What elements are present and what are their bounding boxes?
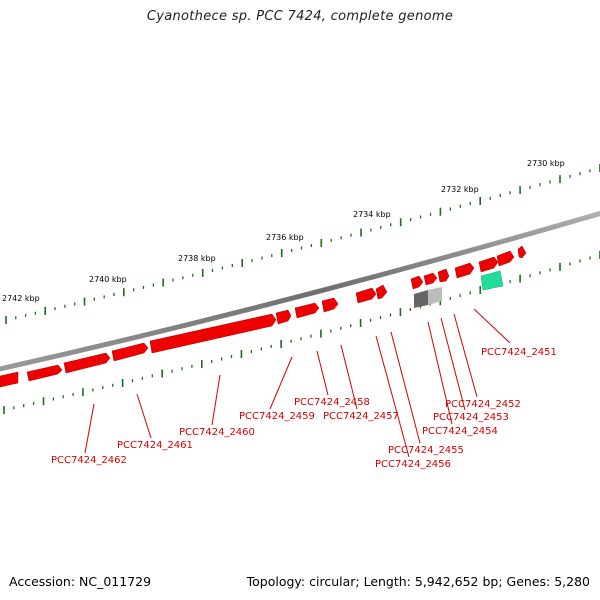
- genome-title: Cyanothece sp. PCC 7424, complete genome: [146, 9, 454, 24]
- gene-feature[interactable]: [275, 309, 292, 325]
- gene-label-2456[interactable]: PCC7424_2456: [375, 459, 451, 470]
- gene-feature[interactable]: [26, 364, 63, 382]
- gene-label-2457[interactable]: PCC7424_2457: [323, 411, 399, 422]
- gene-label-2455[interactable]: PCC7424_2455: [388, 445, 464, 456]
- scale-label-2738: 2738 kbp: [178, 254, 216, 263]
- gene-feature[interactable]: [63, 352, 111, 374]
- scale-labels: 2742 kbp 2740 kbp 2738 kbp 2736 kbp 2734…: [2, 159, 565, 303]
- gene-label-2459[interactable]: PCC7424_2459: [239, 411, 315, 422]
- gene-label-2454[interactable]: PCC7424_2454: [422, 426, 498, 437]
- gene-label-2458[interactable]: PCC7424_2458: [294, 397, 370, 408]
- gene-feature[interactable]: [111, 342, 149, 362]
- gene-feature[interactable]: [478, 256, 499, 273]
- scale-label-2732: 2732 kbp: [441, 185, 479, 194]
- gene-feature[interactable]: [410, 275, 424, 290]
- gene-label-2452[interactable]: PCC7424_2452: [445, 399, 521, 410]
- gene-features: [0, 245, 527, 388]
- gene-feature[interactable]: [375, 284, 388, 300]
- gene-feature[interactable]: [0, 371, 19, 388]
- gene-feature[interactable]: [321, 297, 339, 313]
- gene-feature-grey[interactable]: [414, 290, 428, 308]
- gene-labels: PCC7424_2451 PCC7424_2452 PCC7424_2453 P…: [51, 347, 557, 470]
- gene-feature[interactable]: [294, 302, 320, 319]
- gene-label-2460[interactable]: PCC7424_2460: [179, 427, 255, 438]
- gene-feature[interactable]: [517, 245, 527, 259]
- gene-label-2461[interactable]: PCC7424_2461: [117, 440, 193, 451]
- gene-label-2451[interactable]: PCC7424_2451: [481, 347, 557, 358]
- scale-label-2730: 2730 kbp: [527, 159, 565, 168]
- outer-scale-ticks: [5, 164, 600, 324]
- label-leader-lines: [84, 308, 511, 458]
- gene-label-2462[interactable]: PCC7424_2462: [51, 455, 127, 466]
- scale-label-2736: 2736 kbp: [266, 233, 304, 242]
- gene-label-2453[interactable]: PCC7424_2453: [433, 412, 509, 423]
- gene-feature[interactable]: [149, 313, 277, 354]
- scale-label-2740: 2740 kbp: [89, 275, 127, 284]
- gene-feature[interactable]: [355, 287, 377, 304]
- gene-feature[interactable]: [454, 262, 475, 279]
- genome-summary-text: Topology: circular; Length: 5,942,652 bp…: [246, 574, 590, 589]
- gene-feature-grey[interactable]: [428, 287, 442, 305]
- inner-scale-ticks: [3, 251, 600, 414]
- genome-backbone: [0, 210, 600, 372]
- gene-feature[interactable]: [423, 272, 438, 286]
- scale-label-2734: 2734 kbp: [353, 210, 391, 219]
- gene-feature[interactable]: [496, 250, 515, 267]
- accession-text: Accession: NC_011729: [9, 574, 152, 589]
- gene-feature[interactable]: [437, 268, 450, 283]
- scale-label-2742: 2742 kbp: [2, 294, 40, 303]
- rna-feature[interactable]: [480, 270, 504, 291]
